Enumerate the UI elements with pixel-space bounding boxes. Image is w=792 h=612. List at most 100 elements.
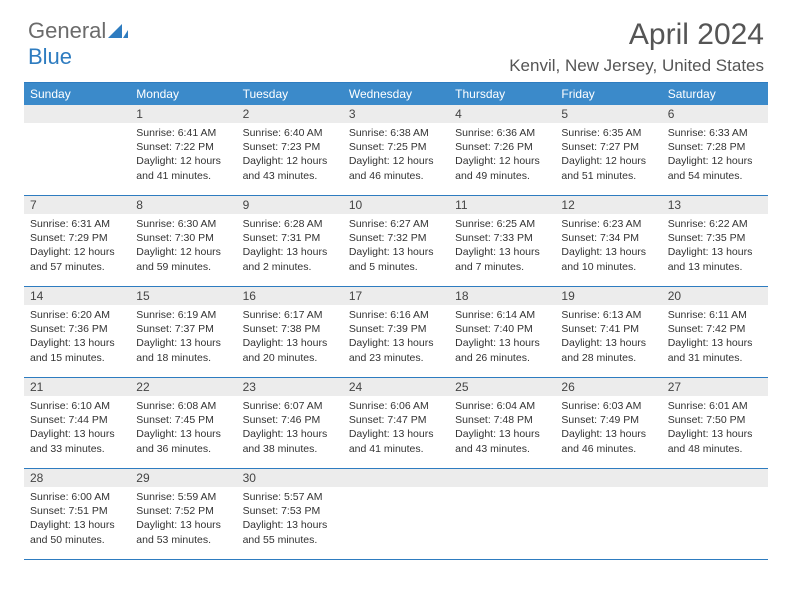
day-details: Sunrise: 6:01 AMSunset: 7:50 PMDaylight:… — [662, 396, 768, 460]
calendar-week-row: 28Sunrise: 6:00 AMSunset: 7:51 PMDayligh… — [24, 469, 768, 560]
day-details: Sunrise: 6:00 AMSunset: 7:51 PMDaylight:… — [24, 487, 130, 551]
location-subtitle: Kenvil, New Jersey, United States — [509, 56, 764, 76]
sunrise-text: Sunrise: 6:01 AM — [668, 399, 762, 413]
sunset-text: Sunset: 7:40 PM — [455, 322, 549, 336]
daylight-text: Daylight: 12 hours and 49 minutes. — [455, 154, 549, 182]
sunset-text: Sunset: 7:27 PM — [561, 140, 655, 154]
calendar-day-cell: 1Sunrise: 6:41 AMSunset: 7:22 PMDaylight… — [130, 105, 236, 195]
sunrise-text: Sunrise: 6:00 AM — [30, 490, 124, 504]
calendar-day-cell: 7Sunrise: 6:31 AMSunset: 7:29 PMDaylight… — [24, 196, 130, 286]
sunrise-text: Sunrise: 6:23 AM — [561, 217, 655, 231]
sunset-text: Sunset: 7:38 PM — [243, 322, 337, 336]
daylight-text: Daylight: 13 hours and 10 minutes. — [561, 245, 655, 273]
daylight-text: Daylight: 12 hours and 41 minutes. — [136, 154, 230, 182]
day-details: Sunrise: 6:33 AMSunset: 7:28 PMDaylight:… — [662, 123, 768, 187]
day-details: Sunrise: 6:08 AMSunset: 7:45 PMDaylight:… — [130, 396, 236, 460]
calendar-day-cell: . — [662, 469, 768, 559]
calendar-day-cell: 11Sunrise: 6:25 AMSunset: 7:33 PMDayligh… — [449, 196, 555, 286]
sunrise-text: Sunrise: 6:20 AM — [30, 308, 124, 322]
calendar-day-cell: 9Sunrise: 6:28 AMSunset: 7:31 PMDaylight… — [237, 196, 343, 286]
daylight-text: Daylight: 13 hours and 55 minutes. — [243, 518, 337, 546]
day-number: 18 — [449, 287, 555, 305]
sunrise-text: Sunrise: 6:25 AM — [455, 217, 549, 231]
sunset-text: Sunset: 7:32 PM — [349, 231, 443, 245]
day-details: Sunrise: 6:03 AMSunset: 7:49 PMDaylight:… — [555, 396, 661, 460]
day-number: 27 — [662, 378, 768, 396]
daylight-text: Daylight: 13 hours and 28 minutes. — [561, 336, 655, 364]
calendar-day-cell: 28Sunrise: 6:00 AMSunset: 7:51 PMDayligh… — [24, 469, 130, 559]
daylight-text: Daylight: 12 hours and 46 minutes. — [349, 154, 443, 182]
calendar-week-row: 21Sunrise: 6:10 AMSunset: 7:44 PMDayligh… — [24, 378, 768, 469]
sunset-text: Sunset: 7:26 PM — [455, 140, 549, 154]
calendar-week-row: 7Sunrise: 6:31 AMSunset: 7:29 PMDaylight… — [24, 196, 768, 287]
calendar-day-cell: . — [449, 469, 555, 559]
sunset-text: Sunset: 7:50 PM — [668, 413, 762, 427]
day-details: Sunrise: 6:31 AMSunset: 7:29 PMDaylight:… — [24, 214, 130, 278]
calendar-week-row: 14Sunrise: 6:20 AMSunset: 7:36 PMDayligh… — [24, 287, 768, 378]
day-number: 5 — [555, 105, 661, 123]
day-details: Sunrise: 5:57 AMSunset: 7:53 PMDaylight:… — [237, 487, 343, 551]
daylight-text: Daylight: 13 hours and 53 minutes. — [136, 518, 230, 546]
calendar-header-cell: Saturday — [662, 83, 768, 105]
day-number: . — [555, 469, 661, 487]
day-details: Sunrise: 6:25 AMSunset: 7:33 PMDaylight:… — [449, 214, 555, 278]
sunset-text: Sunset: 7:28 PM — [668, 140, 762, 154]
sunrise-text: Sunrise: 6:27 AM — [349, 217, 443, 231]
sunset-text: Sunset: 7:45 PM — [136, 413, 230, 427]
calendar-day-cell: 26Sunrise: 6:03 AMSunset: 7:49 PMDayligh… — [555, 378, 661, 468]
daylight-text: Daylight: 13 hours and 50 minutes. — [30, 518, 124, 546]
logo-text-2: Blue — [28, 44, 72, 69]
sunrise-text: Sunrise: 6:10 AM — [30, 399, 124, 413]
sunset-text: Sunset: 7:31 PM — [243, 231, 337, 245]
day-details: Sunrise: 6:07 AMSunset: 7:46 PMDaylight:… — [237, 396, 343, 460]
sunset-text: Sunset: 7:36 PM — [30, 322, 124, 336]
daylight-text: Daylight: 12 hours and 51 minutes. — [561, 154, 655, 182]
daylight-text: Daylight: 13 hours and 41 minutes. — [349, 427, 443, 455]
logo-text-1: General — [28, 18, 106, 43]
calendar-day-cell: 25Sunrise: 6:04 AMSunset: 7:48 PMDayligh… — [449, 378, 555, 468]
sunrise-text: Sunrise: 6:35 AM — [561, 126, 655, 140]
day-number: 11 — [449, 196, 555, 214]
day-number: 17 — [343, 287, 449, 305]
calendar-header-cell: Wednesday — [343, 83, 449, 105]
daylight-text: Daylight: 13 hours and 33 minutes. — [30, 427, 124, 455]
day-details: Sunrise: 6:27 AMSunset: 7:32 PMDaylight:… — [343, 214, 449, 278]
day-details: Sunrise: 6:22 AMSunset: 7:35 PMDaylight:… — [662, 214, 768, 278]
logo-sail-icon — [108, 18, 128, 44]
day-number: 28 — [24, 469, 130, 487]
daylight-text: Daylight: 13 hours and 38 minutes. — [243, 427, 337, 455]
sunrise-text: Sunrise: 5:59 AM — [136, 490, 230, 504]
daylight-text: Daylight: 13 hours and 15 minutes. — [30, 336, 124, 364]
day-number: 9 — [237, 196, 343, 214]
day-details: Sunrise: 6:11 AMSunset: 7:42 PMDaylight:… — [662, 305, 768, 369]
calendar-header-row: SundayMondayTuesdayWednesdayThursdayFrid… — [24, 83, 768, 105]
sunrise-text: Sunrise: 6:19 AM — [136, 308, 230, 322]
day-details: Sunrise: 6:20 AMSunset: 7:36 PMDaylight:… — [24, 305, 130, 369]
day-number: 7 — [24, 196, 130, 214]
daylight-text: Daylight: 13 hours and 43 minutes. — [455, 427, 549, 455]
day-details: Sunrise: 6:30 AMSunset: 7:30 PMDaylight:… — [130, 214, 236, 278]
sunrise-text: Sunrise: 6:30 AM — [136, 217, 230, 231]
sunset-text: Sunset: 7:25 PM — [349, 140, 443, 154]
sunset-text: Sunset: 7:22 PM — [136, 140, 230, 154]
calendar-day-cell: 4 Sunrise: 6:36 AMSunset: 7:26 PMDaylight… — [449, 105, 555, 195]
day-details: Sunrise: 6:35 AMSunset: 7:27 PMDaylight:… — [555, 123, 661, 187]
daylight-text: Daylight: 13 hours and 48 minutes. — [668, 427, 762, 455]
sunrise-text: Sunrise: 6:03 AM — [561, 399, 655, 413]
daylight-text: Daylight: 13 hours and 13 minutes. — [668, 245, 762, 273]
calendar-header-cell: Tuesday — [237, 83, 343, 105]
day-number: 8 — [130, 196, 236, 214]
sunrise-text: Sunrise: 6:08 AM — [136, 399, 230, 413]
day-details — [343, 487, 449, 494]
calendar-day-cell: 10Sunrise: 6:27 AMSunset: 7:32 PMDayligh… — [343, 196, 449, 286]
sunrise-text: Sunrise: 6:33 AM — [668, 126, 762, 140]
day-number: 19 — [555, 287, 661, 305]
calendar-header-cell: Thursday — [449, 83, 555, 105]
day-details: Sunrise: 6:16 AMSunset: 7:39 PMDaylight:… — [343, 305, 449, 369]
day-number: 4 — [449, 105, 555, 123]
daylight-text: Daylight: 13 hours and 26 minutes. — [455, 336, 549, 364]
day-details — [449, 487, 555, 494]
sunrise-text: Sunrise: 6:36 AM — [455, 126, 549, 140]
calendar-day-cell: 19Sunrise: 6:13 AMSunset: 7:41 PMDayligh… — [555, 287, 661, 377]
day-details: Sunrise: 6:14 AMSunset: 7:40 PMDaylight:… — [449, 305, 555, 369]
